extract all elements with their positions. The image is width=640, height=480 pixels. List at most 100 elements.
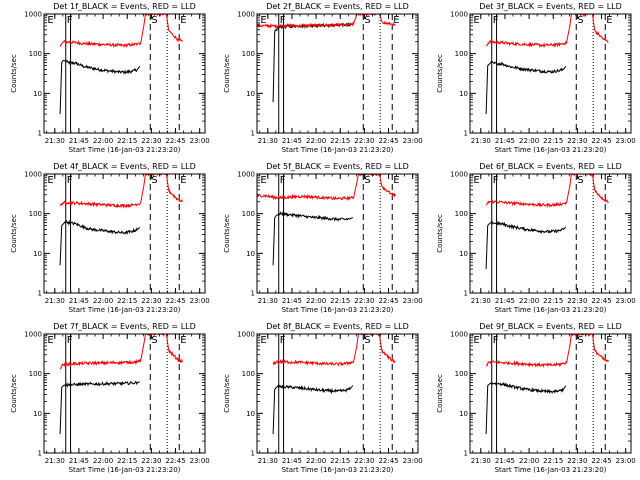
marker-label-e: E (473, 335, 479, 346)
series-lld-line (257, 174, 396, 201)
x-tick-label: 22:30 (567, 137, 587, 145)
x-tick-label: 23:00 (190, 297, 210, 305)
y-tick-label: 1000 (237, 331, 255, 339)
marker-label-f: F (280, 175, 286, 186)
x-axis-label: Start Time (16-Jan-03 21:23:20) (495, 466, 607, 474)
series-events-line (485, 220, 567, 270)
y-tick-label: 10 (459, 410, 468, 418)
x-tick-label: 21:45 (69, 137, 89, 145)
y-tick-label: 1 (464, 130, 468, 138)
y-tick-label: 1 (38, 290, 42, 298)
x-axis-label: Start Time (16-Jan-03 21:23:20) (282, 146, 394, 154)
y-axis-label: Counts/sec (436, 374, 444, 413)
marker-label-e: E (180, 15, 186, 26)
y-tick-label: 100 (242, 50, 255, 58)
y-tick-label: 1 (251, 290, 255, 298)
y-axis-label: Counts/sec (10, 214, 18, 253)
x-axis-label: Start Time (16-Jan-03 21:23:20) (69, 146, 181, 154)
x-tick-label: 22:15 (330, 137, 350, 145)
y-tick-label: 1000 (24, 11, 42, 19)
y-tick-label: 1000 (237, 171, 255, 179)
y-tick-label: 1 (464, 450, 468, 458)
x-tick-label: 22:00 (306, 137, 326, 145)
series-events-line (272, 22, 353, 103)
plot-frame (43, 333, 206, 454)
marker-label-s: S (151, 175, 157, 186)
plot-frame (256, 173, 419, 294)
x-tick-label: 21:45 (282, 297, 302, 305)
y-tick-label: 10 (459, 250, 468, 258)
x-tick-label: 21:45 (495, 297, 515, 305)
x-tick-label: 22:45 (165, 137, 185, 145)
marker-label-e: E (393, 15, 399, 26)
x-tick-label: 22:15 (117, 137, 137, 145)
series-events-line (485, 60, 567, 115)
y-tick-label: 1000 (24, 171, 42, 179)
x-tick-label: 23:00 (403, 457, 423, 465)
marker-label-e: E (47, 15, 53, 26)
y-axis-label: Counts/sec (436, 54, 444, 93)
x-tick-label: 22:45 (378, 457, 398, 465)
marker-label-e: E (47, 175, 53, 186)
series-events-line (59, 219, 141, 266)
x-tick-label: 23:00 (190, 137, 210, 145)
x-tick-label: 22:00 (519, 457, 539, 465)
x-tick-label: 21:30 (258, 457, 278, 465)
x-tick-label: 22:15 (543, 137, 563, 145)
series-events-line (485, 381, 567, 435)
marker-label-e: E (473, 175, 479, 186)
x-tick-label: 21:45 (69, 457, 89, 465)
y-tick-label: 100 (455, 50, 468, 58)
x-tick-label: 22:15 (543, 297, 563, 305)
y-axis-label: Counts/sec (436, 214, 444, 253)
y-tick-label: 10 (246, 250, 255, 258)
x-tick-label: 22:30 (141, 137, 161, 145)
marker-label-e: E (260, 175, 266, 186)
marker-label-e: E (606, 15, 612, 26)
marker-label-e: E (393, 335, 399, 346)
x-tick-label: 22:45 (591, 457, 611, 465)
x-tick-label: 22:00 (93, 457, 113, 465)
x-axis-label: Start Time (16-Jan-03 21:23:20) (495, 306, 607, 314)
marker-label-f: F (67, 175, 73, 186)
marker-label-s: S (151, 15, 157, 26)
x-axis-label: Start Time (16-Jan-03 21:23:20) (282, 306, 394, 314)
x-tick-label: 23:00 (616, 457, 636, 465)
y-tick-label: 1 (251, 130, 255, 138)
x-tick-label: 21:30 (45, 297, 65, 305)
marker-label-e: E (180, 175, 186, 186)
chart-title: Det 7f_BLACK = Events, RED = LLD (53, 322, 196, 331)
y-tick-label: 1 (251, 450, 255, 458)
y-tick-label: 100 (455, 370, 468, 378)
x-tick-label: 22:30 (354, 457, 374, 465)
series-lld-line (257, 14, 396, 29)
chart-title: Det 3f_BLACK = Events, RED = LLD (479, 2, 622, 11)
chart-title: Det 1f_BLACK = Events, RED = LLD (53, 2, 196, 11)
x-tick-label: 22:00 (93, 297, 113, 305)
detector-panel-1: Det 1f_BLACK = Events, RED = LLD E F S E 1 10 1… (0, 0, 213, 160)
marker-label-s: S (364, 335, 370, 346)
y-tick-label: 100 (455, 210, 468, 218)
y-axis-label: Counts/sec (10, 54, 18, 93)
y-tick-label: 1000 (24, 331, 42, 339)
series-lld-line (59, 334, 183, 370)
chart-title: Det 6f_BLACK = Events, RED = LLD (479, 162, 622, 171)
series-lld-line (486, 14, 609, 48)
marker-label-f: F (280, 335, 286, 346)
x-tick-label: 21:45 (69, 297, 89, 305)
detector-panel-8: Det 8f_BLACK = Events, RED = LLD E F S E 1 10 1… (213, 320, 426, 480)
x-tick-label: 21:30 (45, 137, 65, 145)
y-tick-label: 10 (33, 410, 42, 418)
x-tick-label: 22:45 (591, 137, 611, 145)
marker-label-f: F (67, 335, 73, 346)
chart-title: Det 4f_BLACK = Events, RED = LLD (53, 162, 196, 171)
x-tick-label: 22:45 (378, 297, 398, 305)
chart-title: Det 5f_BLACK = Events, RED = LLD (266, 162, 409, 171)
